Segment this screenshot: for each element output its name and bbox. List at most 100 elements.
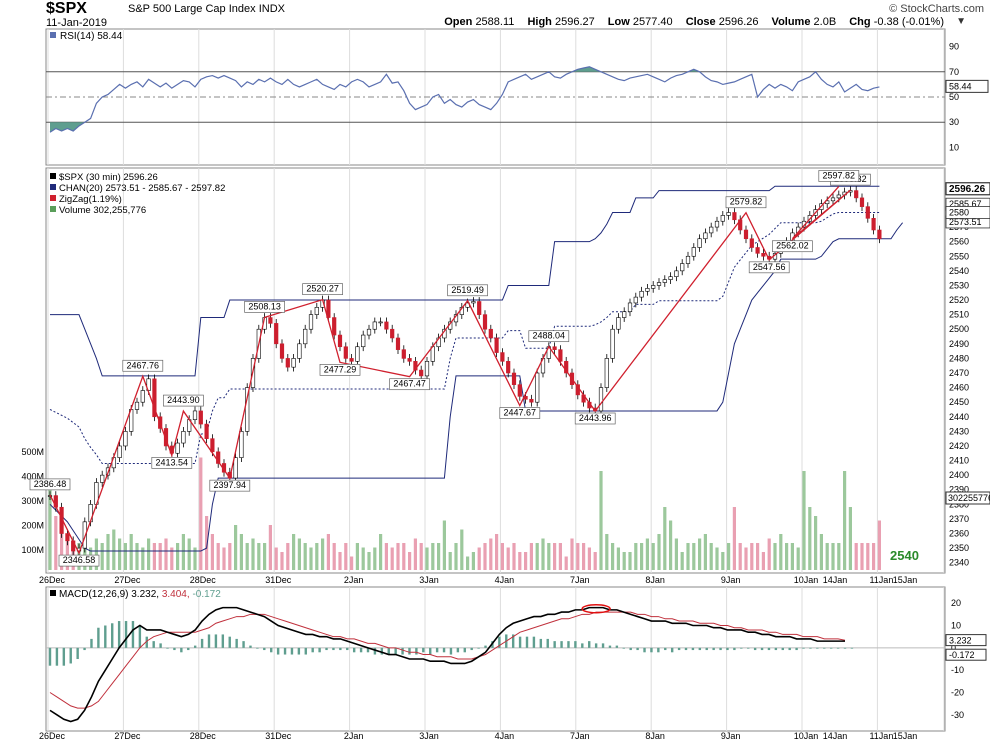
candle-body bbox=[488, 328, 493, 339]
macd-histogram-bar bbox=[221, 634, 225, 648]
volume-bar bbox=[355, 543, 359, 570]
volume-bar bbox=[309, 547, 313, 570]
volume-bar bbox=[669, 520, 673, 570]
volume-bar bbox=[611, 543, 615, 570]
price-legend-swatch-3 bbox=[50, 206, 56, 212]
macd-xlabel-4: 2Jan bbox=[344, 731, 364, 741]
candle-body bbox=[668, 276, 673, 280]
candle-body bbox=[233, 457, 238, 479]
volume-bar bbox=[500, 543, 504, 570]
volume-bar bbox=[402, 543, 406, 570]
volume-bar bbox=[176, 543, 180, 570]
volume-bar bbox=[332, 543, 336, 570]
volume-bar bbox=[756, 543, 760, 570]
macd-histogram-bar bbox=[456, 647, 460, 653]
price-xlabel-2: 28Dec bbox=[190, 575, 217, 585]
macd-histogram-bar bbox=[781, 647, 784, 651]
macd-histogram-bar bbox=[104, 625, 107, 648]
macd-histogram-bar bbox=[532, 636, 536, 648]
candle-body bbox=[100, 474, 105, 483]
candle-body bbox=[378, 321, 383, 324]
macd-histogram-bar bbox=[339, 647, 342, 651]
macd-histogram-bar bbox=[290, 647, 294, 655]
volume-bar bbox=[239, 534, 243, 570]
macd-histogram-bar bbox=[816, 647, 819, 649]
volume-bar bbox=[541, 538, 545, 570]
volume-bar bbox=[703, 534, 707, 570]
zigzag-label-box bbox=[122, 359, 164, 372]
price-tick-5: 2390 bbox=[949, 485, 969, 495]
candle-body bbox=[204, 423, 209, 439]
candle-body bbox=[471, 301, 476, 304]
volume-bar bbox=[819, 534, 823, 570]
candle-body bbox=[610, 328, 615, 359]
price-xlabel-8: 8Jan bbox=[645, 575, 665, 585]
volume-bar bbox=[100, 543, 104, 570]
volume-bar bbox=[350, 556, 354, 570]
price-tick-8: 2420 bbox=[949, 441, 969, 451]
macd-histogram-bar bbox=[415, 647, 418, 655]
macd-tag-box-0 bbox=[945, 634, 987, 647]
low-value: 2577.40 bbox=[632, 16, 673, 28]
volume-bar bbox=[872, 543, 876, 570]
price-tag-box-3 bbox=[945, 206, 990, 219]
rsi-tick-2: 50 bbox=[949, 92, 959, 102]
volume-tick-3: 200M bbox=[21, 521, 44, 531]
price-tag-3: 2580 bbox=[949, 207, 969, 217]
price-tick-12: 2460 bbox=[949, 383, 969, 393]
macd-histogram-bar bbox=[463, 647, 466, 653]
price-xlabel-1: 27Dec bbox=[114, 575, 141, 585]
volume-bar bbox=[251, 538, 255, 570]
macd-histogram-bar bbox=[498, 636, 501, 648]
candle-body bbox=[871, 218, 876, 231]
chg-label: Chg bbox=[849, 16, 871, 28]
rsi-legend: RSI(14) 58.44 bbox=[60, 31, 123, 42]
macd-histogram-bar bbox=[747, 647, 750, 649]
macd-histogram-bar bbox=[850, 647, 854, 649]
zigzag-label: 2397.94 bbox=[214, 480, 247, 490]
price-xlabel-11: 11Jan bbox=[869, 575, 893, 585]
macd-xlabel-7: 7Jan bbox=[570, 731, 590, 741]
price-tick-2: 2360 bbox=[949, 529, 969, 539]
volume-bar bbox=[460, 529, 464, 570]
price-xlabel-3: 31Dec bbox=[265, 575, 292, 585]
zigzag-label-box bbox=[772, 240, 813, 253]
zigzag-label-box bbox=[574, 412, 616, 425]
macd-histogram-bar bbox=[774, 647, 778, 651]
macd-histogram-bar bbox=[677, 647, 681, 651]
chevron-down-icon[interactable]: ▼ bbox=[956, 16, 966, 27]
volume-tag-box bbox=[945, 491, 990, 505]
volume-bar bbox=[518, 552, 522, 570]
volume-bar bbox=[698, 538, 702, 570]
zigzag-label-box bbox=[319, 364, 361, 376]
volume-bar bbox=[582, 543, 586, 570]
macd-crossover-highlight bbox=[581, 604, 611, 614]
zigzag-label: 2346.58 bbox=[63, 555, 96, 565]
candle-body bbox=[384, 321, 389, 330]
rsi-tick-4: 10 bbox=[949, 142, 959, 152]
price-tick-16: 2500 bbox=[949, 324, 969, 334]
volume-value: 2.0B bbox=[813, 16, 837, 28]
volume-bar bbox=[779, 534, 783, 570]
price-tick-10: 2440 bbox=[949, 412, 969, 422]
volume-label: Volume bbox=[771, 16, 811, 28]
candle-body bbox=[517, 384, 522, 397]
volume-bar bbox=[732, 507, 736, 570]
volume-bar bbox=[808, 507, 812, 570]
macd-histogram-bar bbox=[643, 647, 646, 653]
candle-body bbox=[755, 247, 760, 254]
volume-bar bbox=[628, 552, 632, 570]
macd-histogram-bar bbox=[55, 647, 59, 666]
volume-bar bbox=[512, 543, 516, 570]
zigzag-label-box bbox=[725, 196, 767, 209]
volume-bar bbox=[495, 534, 499, 570]
macd-histogram-bar bbox=[795, 647, 798, 651]
macd-histogram-bar bbox=[380, 647, 384, 655]
macd-histogram-bar bbox=[664, 647, 667, 651]
volume-bar bbox=[657, 534, 661, 570]
macd-histogram-bar bbox=[83, 647, 86, 651]
macd-histogram-bar bbox=[518, 636, 522, 648]
candle-body bbox=[685, 255, 691, 264]
volume-bar bbox=[442, 520, 446, 570]
